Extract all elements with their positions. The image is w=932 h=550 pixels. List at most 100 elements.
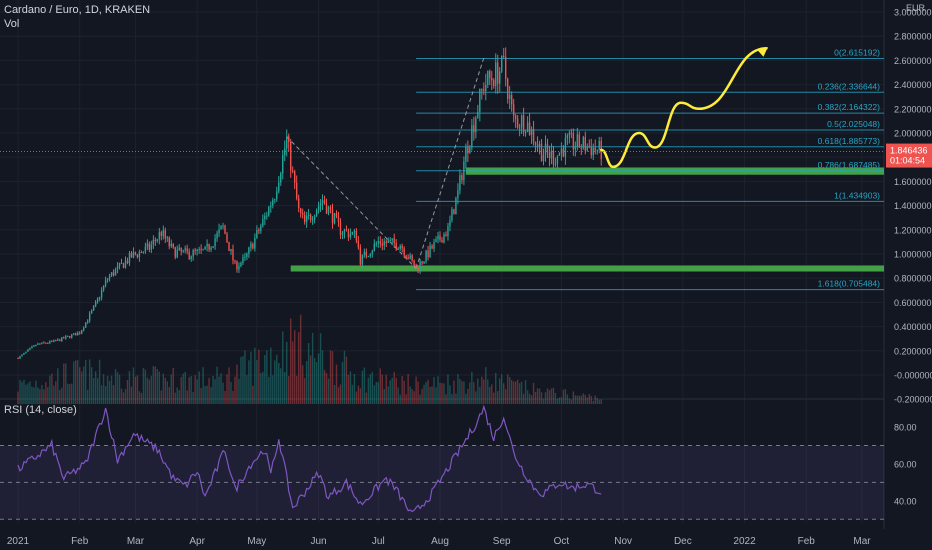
candle-body (270, 205, 272, 207)
projection-arrow[interactable] (599, 46, 768, 169)
volume-bar (407, 374, 409, 404)
rsi-tick-label: 40.00 (894, 496, 917, 506)
candle-body (471, 125, 473, 147)
volume-bar (39, 389, 41, 404)
volume-bar (522, 393, 525, 404)
x-tick-label: Feb (798, 536, 816, 547)
volume-bar (132, 367, 135, 404)
candle-body (156, 239, 159, 241)
volume-bar (516, 379, 519, 404)
symbol-title[interactable]: Cardano / Euro, 1D, KRAKEN (4, 4, 151, 16)
candle-body (309, 214, 312, 220)
volume-bar (586, 397, 588, 404)
volume-bar (556, 398, 559, 404)
candle-body (234, 260, 236, 262)
volume-bar (584, 394, 587, 404)
volume-bar (29, 381, 31, 404)
volume-bar (35, 380, 37, 404)
candle-body (17, 358, 19, 360)
candle-body (495, 62, 497, 86)
candle-body (132, 252, 135, 258)
candle-body (164, 230, 166, 239)
volume-bar (156, 368, 159, 404)
candle-body (359, 247, 362, 265)
volume-bar (508, 376, 511, 404)
candle-body (453, 209, 455, 215)
trendlines[interactable] (286, 57, 485, 269)
rsi-line (17, 404, 602, 513)
candle-body (288, 136, 290, 142)
candle-body (493, 80, 495, 86)
volume-bar (246, 375, 248, 404)
volume-bar (106, 375, 109, 404)
volume-bar (292, 341, 294, 404)
volume-bar (82, 366, 85, 404)
volume-bar (224, 391, 226, 404)
volume-bar (534, 391, 537, 404)
candle-body (100, 290, 103, 298)
candle-body (81, 330, 83, 334)
candle-body (86, 320, 89, 323)
volume-bar (59, 390, 61, 404)
x-tick-label: Aug (431, 536, 449, 547)
candle-body (447, 226, 449, 237)
volume-bar (433, 377, 435, 404)
candle-body (152, 239, 155, 245)
candle-body (98, 297, 101, 299)
candle-body (278, 182, 280, 192)
candle-body (194, 249, 196, 251)
y-tick-label: 1.600000 (894, 177, 932, 187)
volume-bar (184, 371, 186, 404)
candle-body (409, 255, 411, 259)
fibonacci-retracement[interactable]: 0(2.615192) 0.236(2.336644) 0.382(2.164322… (416, 48, 884, 291)
candle-body (333, 213, 336, 224)
volume-bar (218, 376, 220, 404)
candle-body (148, 243, 151, 250)
volume-bar (313, 358, 316, 404)
candle-body (429, 245, 431, 258)
candle-body (395, 243, 397, 250)
volume-bar (252, 385, 254, 404)
rsi-label[interactable]: RSI (14, close) (4, 404, 77, 416)
legend: Cardano / Euro, 1D, KRAKEN Vol (4, 3, 150, 31)
volume-bar (214, 379, 216, 404)
volume-bar (84, 359, 87, 404)
volume-bar (373, 385, 376, 404)
volume-bar (339, 384, 342, 404)
axes: 3.000000 2.800000 2.600000 2.400000 2.200000… (7, 3, 932, 547)
candle-body (554, 163, 557, 165)
volume-bar (248, 360, 250, 404)
candle-body (154, 239, 157, 241)
candle-body (280, 173, 282, 183)
candle-body (244, 256, 246, 258)
candle-body (63, 337, 65, 339)
volume-bar (459, 378, 461, 404)
candle-body (256, 230, 258, 238)
volume-label[interactable]: Vol (4, 18, 20, 30)
volume-bar (55, 381, 57, 404)
candle-body (128, 253, 131, 264)
volume-bar (150, 375, 153, 404)
volume-bar (530, 395, 533, 404)
candle-body (53, 340, 55, 342)
volume-bar (518, 383, 521, 404)
candle-body (568, 132, 571, 136)
volume-bar (96, 377, 99, 404)
volume-bar (228, 367, 230, 404)
volume-bar (337, 387, 340, 404)
candle-body (33, 345, 35, 347)
projection-path (599, 47, 768, 169)
volume-bar (108, 380, 111, 404)
candle-body (31, 346, 33, 349)
candle-body (355, 230, 358, 241)
volume-bar (499, 378, 501, 404)
volume-bar (144, 369, 147, 404)
candle-body (192, 249, 194, 257)
volume-bar (174, 392, 176, 404)
candle-body (282, 155, 284, 174)
candle-body (264, 216, 266, 220)
candle-body (445, 234, 447, 237)
candle-body (401, 245, 403, 249)
volume-bar (136, 375, 139, 404)
